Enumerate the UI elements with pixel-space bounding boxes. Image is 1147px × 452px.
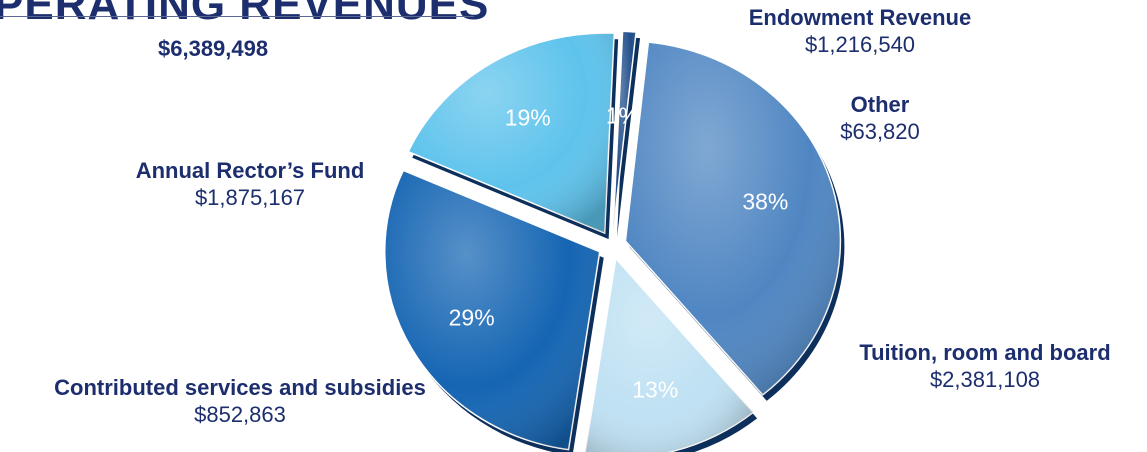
pie-slice-shading-other [613, 31, 637, 232]
pie-slice-shading-endowment [408, 33, 615, 234]
slice-label-rectors-fund: Annual Rector’s Fund $1,875,167 [80, 158, 420, 211]
slice-name: Other [850, 92, 910, 117]
pie-percent-label-endowment: 19% [505, 104, 551, 130]
slice-label-contributed: Contributed services and subsidies $852,… [0, 375, 480, 428]
slice-amount: $63,820 [840, 119, 920, 144]
pie-slice-shading-tuition [625, 42, 841, 395]
pie-percent-label-contributed: 13% [632, 376, 678, 402]
slice-amount: $852,863 [194, 402, 286, 427]
slice-name: Annual Rector’s Fund [135, 158, 365, 183]
slice-amount: $1,216,540 [804, 32, 916, 57]
total-revenue: $6,389,498 [158, 36, 269, 61]
slice-amount: $2,381,108 [929, 367, 1041, 392]
slice-label-other: Other $63,820 [800, 92, 960, 145]
slice-name: Contributed services and subsidies [54, 375, 426, 400]
slice-name: Tuition, room and board [859, 340, 1111, 365]
slice-label-endowment: Endowment Revenue $1,216,540 [690, 5, 1030, 58]
pie-percent-label-rectors-fund: 29% [449, 304, 495, 330]
title-underline [0, 16, 474, 17]
slice-name: Endowment Revenue [748, 5, 972, 30]
slice-amount: $1,875,167 [194, 185, 306, 210]
pie-slice-shading-rectors-fund [384, 170, 600, 450]
pie-slice-shading-contributed [585, 258, 754, 452]
pie-slice-edge-other [617, 37, 641, 238]
pie-percent-label-tuition: 38% [742, 189, 788, 215]
slice-label-tuition: Tuition, room and board $2,381,108 [820, 340, 1147, 393]
pie-percent-label-other: 1% [606, 102, 639, 128]
page-title: PERATING REVENUES [0, 0, 490, 29]
